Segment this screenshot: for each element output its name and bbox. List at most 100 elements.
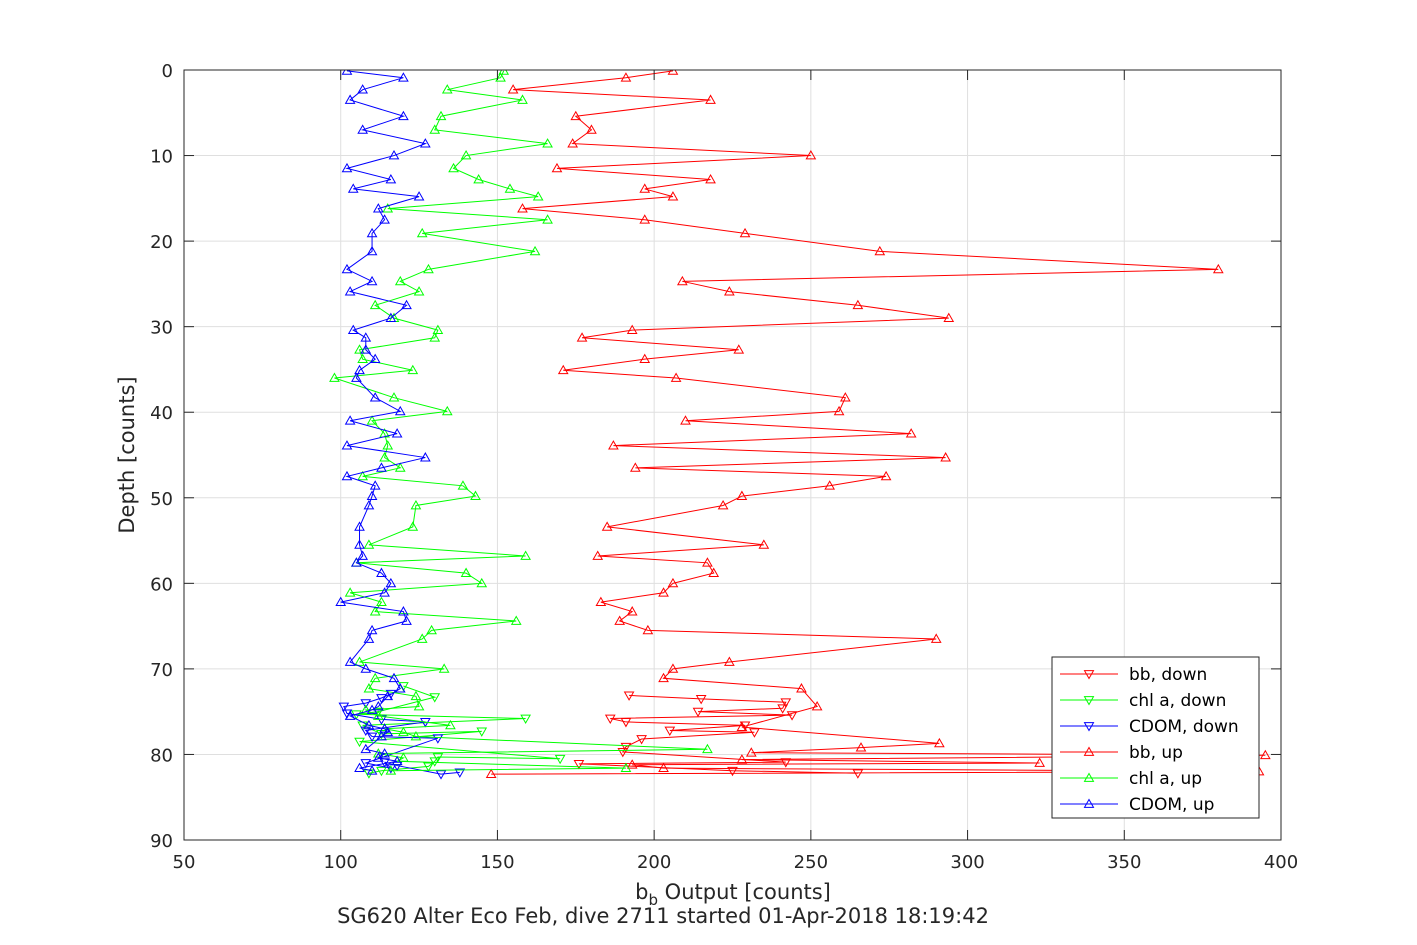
data-point — [379, 723, 390, 733]
data-point — [517, 94, 528, 104]
data-point — [401, 299, 412, 310]
data-point — [398, 752, 409, 762]
data-point — [357, 124, 369, 134]
data-point — [874, 245, 886, 256]
x-axis-label: bb Output [counts] — [635, 880, 831, 909]
x-tick-label: 100 — [324, 852, 358, 873]
data-point — [369, 606, 381, 616]
data-point — [476, 577, 488, 588]
plot-frame — [183, 69, 1282, 841]
data-point — [626, 324, 638, 334]
data-point — [460, 567, 472, 577]
data-point — [354, 762, 365, 773]
data-point — [354, 656, 365, 666]
data-point — [639, 183, 651, 193]
data-point — [379, 214, 390, 224]
data-point — [366, 275, 378, 286]
data-point — [504, 183, 516, 193]
data-point — [388, 392, 400, 402]
data-point — [394, 462, 406, 472]
legend-box — [1051, 656, 1260, 819]
data-point — [419, 138, 431, 148]
data-point — [520, 714, 531, 725]
data-point — [510, 615, 522, 625]
data-point — [658, 587, 669, 597]
series-cdom-up — [335, 70, 431, 775]
data-point — [357, 550, 369, 560]
data-point — [369, 672, 381, 683]
data-point — [329, 372, 340, 382]
y-tick-label: 90 — [150, 831, 173, 852]
data-point — [344, 656, 356, 666]
data-point — [542, 138, 553, 148]
data-point — [736, 490, 748, 500]
data-point — [532, 191, 544, 201]
data-point — [360, 663, 372, 673]
data-point — [905, 428, 917, 438]
data-point — [376, 730, 387, 741]
data-point — [620, 718, 632, 728]
data-point — [363, 633, 375, 643]
legend-label: chl a, up — [1129, 769, 1202, 789]
data-point — [855, 742, 867, 752]
data-point — [839, 392, 851, 402]
data-point — [702, 743, 713, 754]
data-point — [376, 567, 387, 577]
legend-marker — [1083, 772, 1095, 782]
data-point — [943, 312, 955, 322]
data-point — [382, 726, 394, 737]
data-point — [601, 521, 613, 531]
data-point — [413, 191, 425, 201]
data-point — [407, 521, 419, 531]
data-point — [351, 557, 362, 567]
data-point — [507, 84, 519, 94]
data-point — [592, 550, 604, 560]
data-point — [460, 150, 472, 160]
data-point — [379, 587, 390, 597]
ticks — [183, 69, 1282, 841]
data-point — [724, 656, 735, 666]
data-point — [470, 490, 481, 500]
legend-label: CDOM, down — [1129, 717, 1239, 737]
data-point — [410, 499, 422, 510]
y-axis-label: Depth [counts] — [115, 376, 139, 533]
legend-marker — [1083, 670, 1095, 680]
data-point — [567, 138, 579, 148]
data-point — [407, 364, 419, 375]
data-point — [445, 719, 456, 730]
data-point — [614, 615, 626, 625]
data-point — [360, 699, 372, 709]
data-point — [930, 633, 942, 643]
data-point — [608, 440, 619, 450]
legend-label: bb, down — [1129, 665, 1207, 685]
data-point — [786, 711, 798, 721]
x-tick-label: 400 — [1264, 852, 1298, 873]
data-point — [366, 704, 378, 714]
data-point — [1034, 757, 1046, 767]
data-point — [780, 698, 792, 708]
data-point — [554, 754, 566, 765]
y-tick-label: 80 — [150, 745, 173, 766]
data-point — [733, 344, 745, 354]
data-point — [347, 183, 359, 193]
data-point — [369, 353, 381, 364]
data-point — [410, 690, 422, 701]
data-point — [680, 415, 691, 425]
data-point — [620, 742, 632, 753]
x-tick-label: 250 — [794, 852, 828, 873]
data-point — [485, 768, 497, 778]
series-line-bb-down — [578, 694, 858, 774]
legend-marker — [1083, 798, 1095, 808]
data-point — [570, 110, 582, 121]
data-point — [379, 452, 390, 462]
data-point — [692, 707, 704, 718]
data-point — [1259, 749, 1271, 760]
legend-label: chl a, down — [1129, 691, 1226, 711]
data-point — [398, 606, 409, 616]
data-point — [880, 470, 892, 481]
y-tick-labels: 0 10 20 30 40 50 60 70 80 90 — [150, 61, 173, 852]
data-point — [344, 415, 356, 425]
data-point — [1212, 263, 1224, 274]
data-point — [438, 663, 450, 673]
